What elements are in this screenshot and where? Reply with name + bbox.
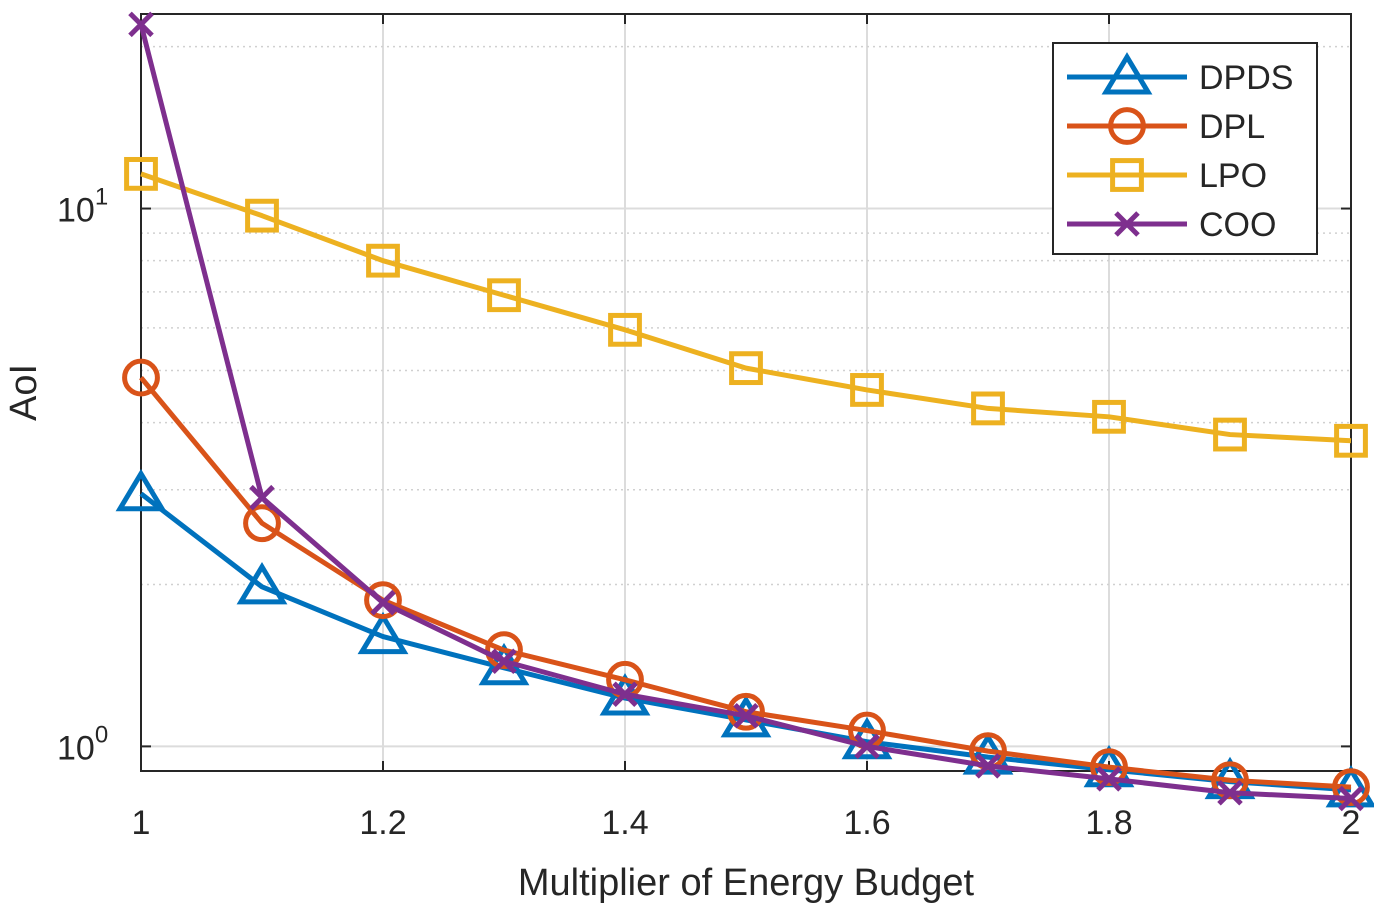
- legend-label: DPL: [1199, 108, 1265, 146]
- x-tick-label: 1.8: [1085, 804, 1132, 842]
- data-point-square: [245, 198, 279, 233]
- legend-entry-dpl: DPL: [1067, 107, 1265, 146]
- series-line-lpo: [140, 171, 1352, 444]
- data-point-x: [370, 589, 396, 616]
- data-point-square: [366, 243, 400, 278]
- data-point-square: [729, 351, 763, 386]
- data-point-square: [1213, 417, 1247, 452]
- data-point-circle: [364, 581, 402, 620]
- y-axis-label: AoI: [3, 364, 45, 421]
- data-point-x: [733, 703, 759, 729]
- x-tick-label: 1.4: [601, 804, 648, 842]
- ticks: 1 1.2 1.4 1.6 1.8 2 100 101: [57, 14, 1360, 842]
- legend-label: LPO: [1199, 157, 1267, 195]
- data-point-square: [971, 391, 1005, 426]
- data-point-circle: [485, 631, 523, 670]
- y-tick-label: 101: [57, 184, 108, 230]
- data-point-x: [1096, 766, 1122, 792]
- data-point-triangle: [357, 611, 409, 655]
- labels: Multiplier of Energy Budget AoI: [3, 364, 975, 904]
- data-point-x: [1338, 785, 1364, 812]
- data-point-square: [487, 278, 521, 313]
- x-axis-label: Multiplier of Energy Budget: [518, 862, 975, 904]
- series-line-dpl: [139, 375, 1352, 790]
- legend-entry-coo: COO: [1067, 206, 1276, 244]
- legend-entry-dpds: DPDS: [1067, 52, 1293, 97]
- data-point-x: [128, 11, 154, 38]
- series-coo: [128, 11, 1364, 812]
- data-point-circle: [1090, 748, 1128, 787]
- data-point-square: [850, 373, 884, 407]
- legend-entry-lpo: LPO: [1067, 157, 1267, 195]
- y-tick-label: 100: [57, 721, 108, 767]
- data-point-circle: [1211, 761, 1249, 800]
- data-point-square: [1092, 399, 1126, 434]
- data-point-x: [1217, 779, 1243, 806]
- data-point-circle: [1108, 107, 1146, 145]
- x-tick-label: 1.2: [359, 804, 406, 842]
- data-point-triangle: [236, 561, 288, 605]
- data-point-x: [975, 753, 1001, 779]
- series-dpds: [115, 468, 1374, 808]
- data-point-x: [491, 648, 517, 674]
- data-point-square: [1110, 158, 1144, 192]
- data-point-circle: [243, 504, 281, 543]
- legend-label: COO: [1199, 206, 1276, 244]
- data-point-x: [249, 484, 275, 511]
- data-point-triangle: [1101, 52, 1153, 95]
- x-tick-label: 1: [132, 804, 151, 842]
- data-point-x: [1114, 211, 1140, 237]
- legend-label: DPDS: [1199, 59, 1293, 97]
- data-point-square: [1334, 423, 1368, 458]
- x-tick-label: 2: [1342, 804, 1361, 842]
- series-lpo: [124, 156, 1368, 458]
- data-point-square: [608, 312, 642, 347]
- data-point-square: [124, 156, 158, 191]
- data-point-x: [854, 733, 880, 760]
- data-point-circle: [122, 358, 160, 397]
- series: [115, 11, 1374, 812]
- legend: DPDS DPL LPO COO: [1052, 42, 1318, 255]
- data-point-circle: [1332, 768, 1370, 807]
- x-tick-label: 1.6: [843, 804, 890, 842]
- data-point-triangle: [115, 468, 167, 512]
- data-point-x: [612, 681, 638, 708]
